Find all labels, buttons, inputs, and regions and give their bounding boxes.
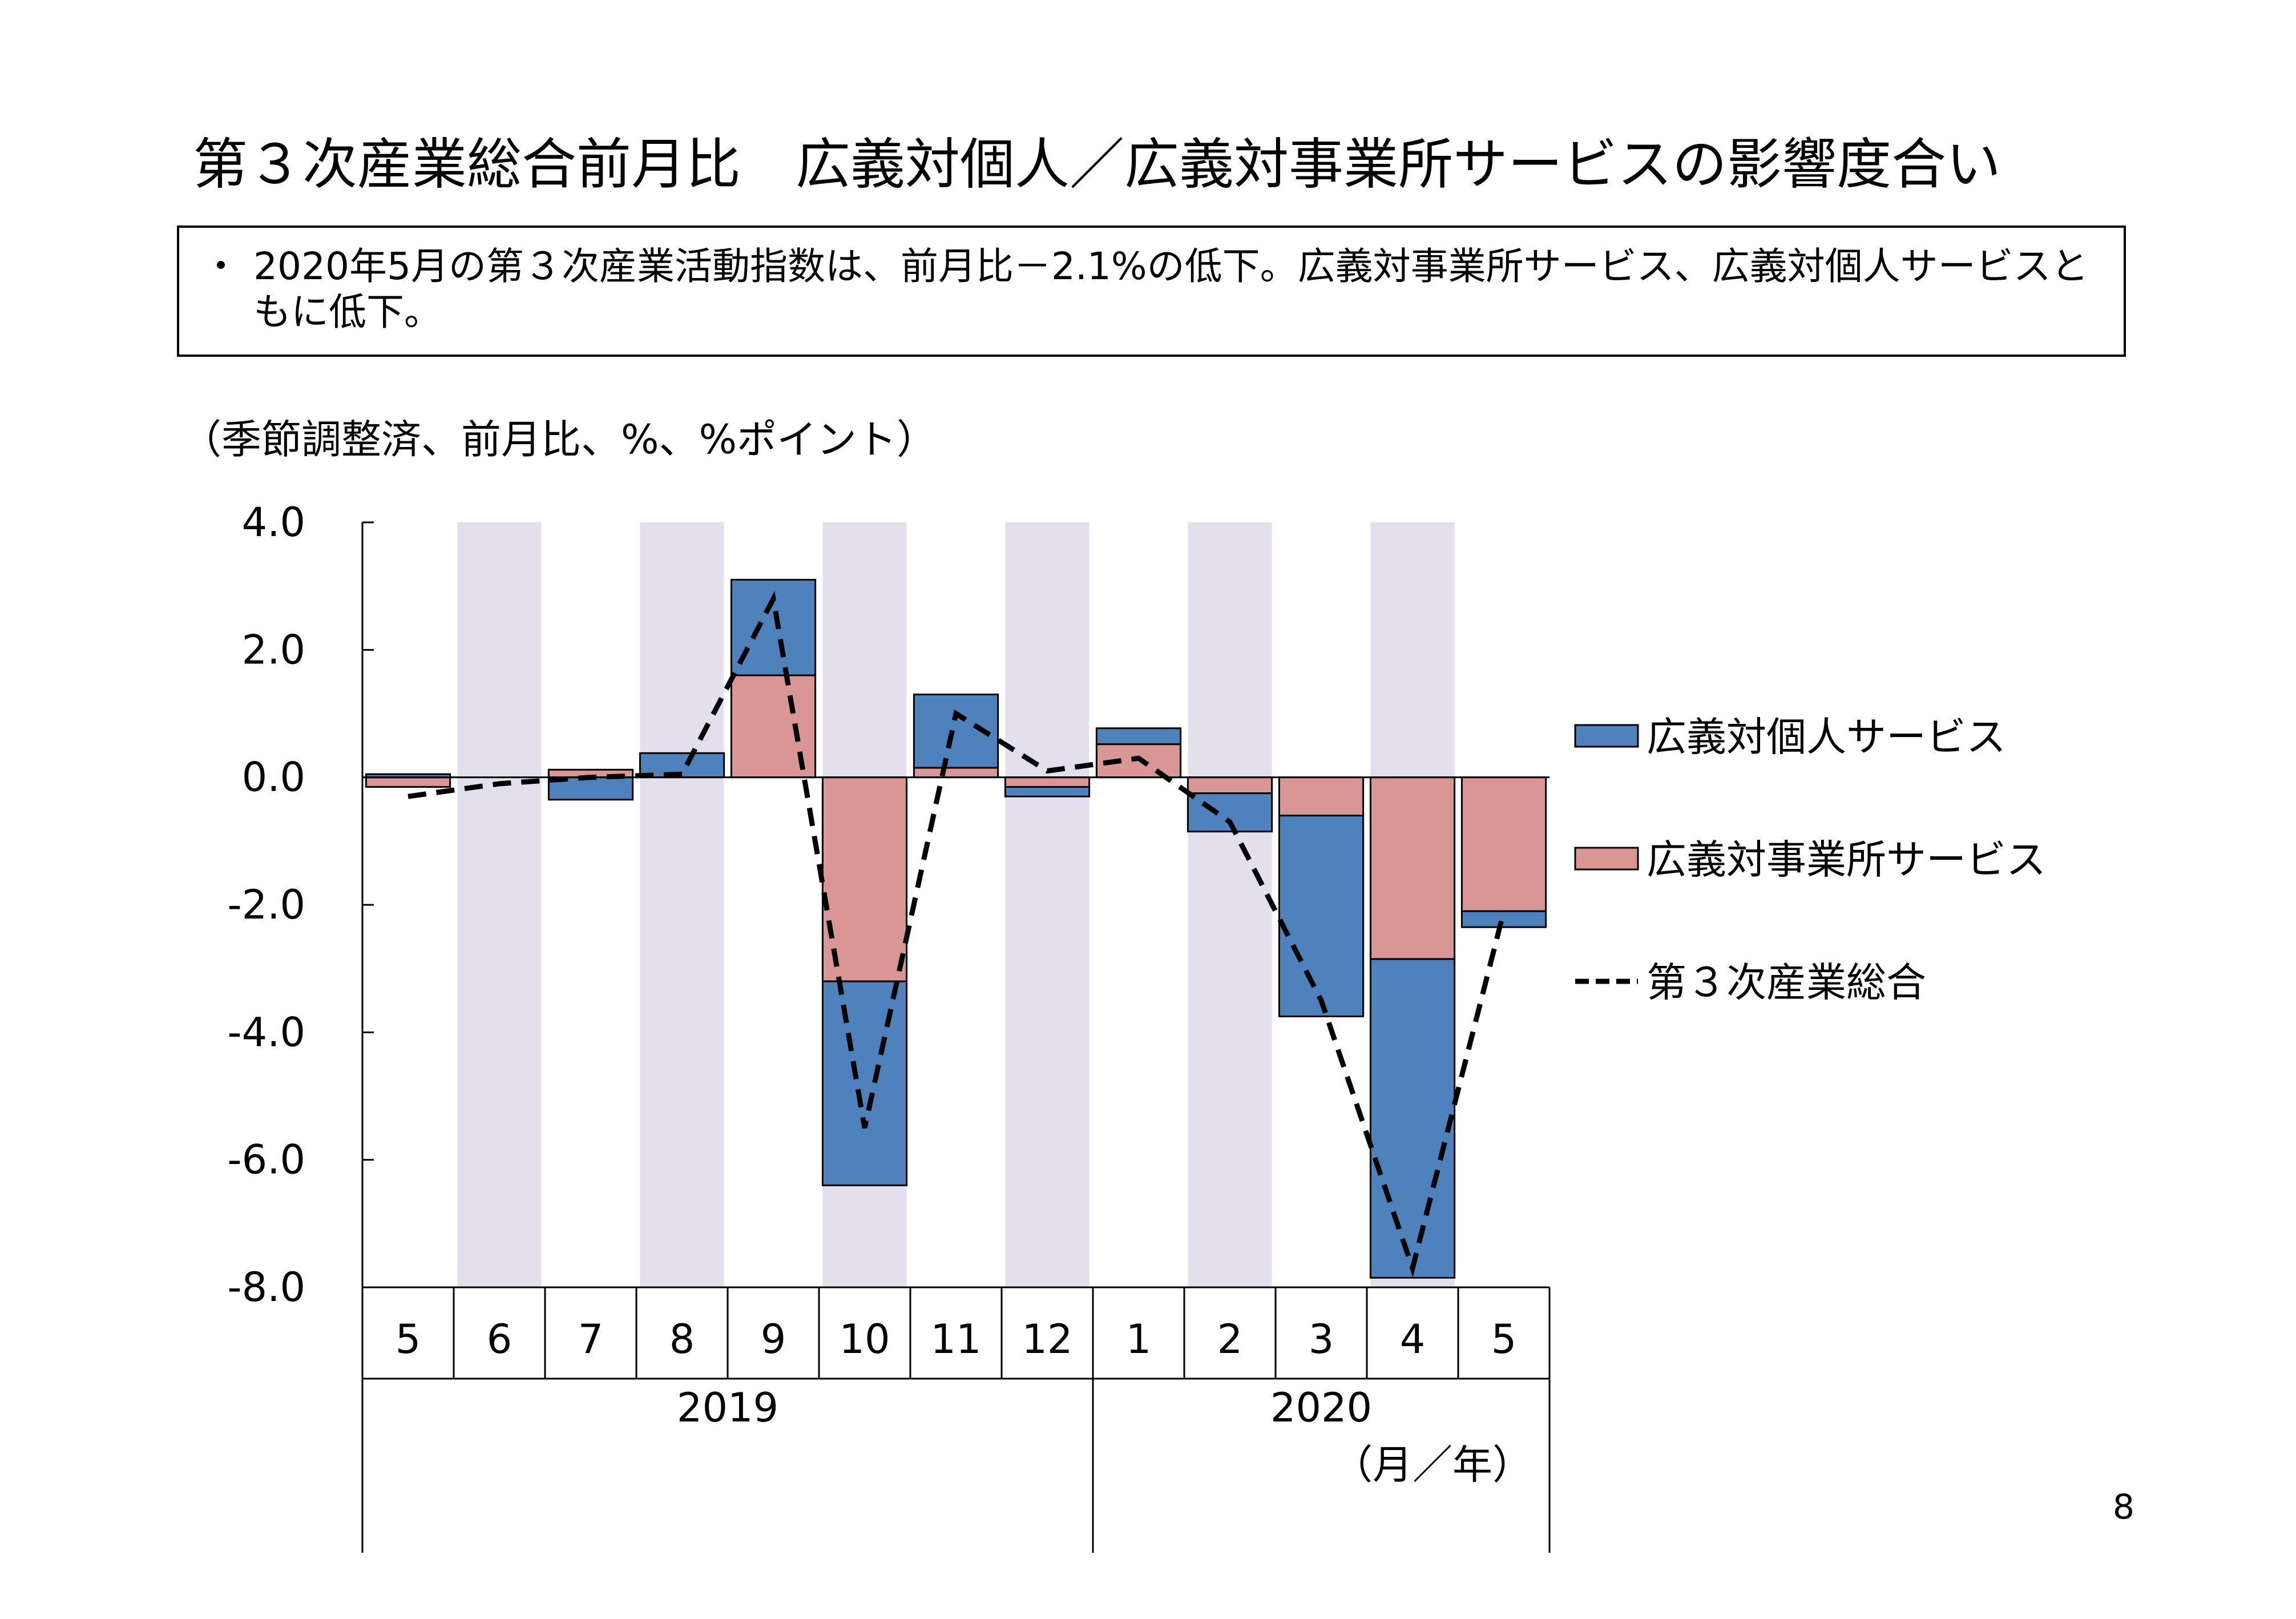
x-tick-label-5: 10 — [839, 1316, 890, 1363]
legend-label-1: 広義対事業所サービス — [1647, 836, 2046, 883]
x-tick-label-0: 5 — [396, 1316, 421, 1363]
x-tick-label-6: 11 — [930, 1316, 981, 1363]
x-tick-label-10: 3 — [1309, 1316, 1334, 1363]
y-tick-label-0: 4.0 — [242, 499, 305, 546]
line-total-series — [407, 591, 1507, 1278]
bar-business-11 — [1369, 776, 1456, 960]
bar-personal-8 — [1095, 727, 1182, 746]
summary-bullet: ・ — [202, 244, 240, 288]
y-tick-label-5: -6.0 — [227, 1137, 305, 1183]
x-tick-label-12: 5 — [1491, 1316, 1517, 1363]
bar-business-9 — [1187, 776, 1273, 795]
x-tick-label-11: 4 — [1400, 1316, 1426, 1363]
page-number: 8 — [2112, 1487, 2134, 1527]
x-tick-label-1: 6 — [487, 1316, 513, 1363]
x-tick-label-9: 2 — [1217, 1316, 1243, 1363]
shade-band-1 — [457, 522, 542, 1287]
summary-box: ・ 2020年5月の第３次産業活動指数は、前月比－2.1%の低下。広義対事業所サ… — [177, 225, 2126, 357]
year-label-2019: 2019 — [677, 1384, 778, 1431]
shade-band-3 — [640, 522, 724, 1287]
y-tick-label-1: 2.0 — [242, 626, 305, 673]
legend-swatch-0 — [1574, 724, 1639, 748]
year-label-2020: 2020 — [1270, 1384, 1372, 1431]
y-tick-label-6: -8.0 — [227, 1264, 305, 1311]
legend-label-0: 広義対個人サービス — [1647, 714, 2006, 760]
x-tick-label-8: 1 — [1126, 1316, 1152, 1363]
bar-business-7 — [1004, 776, 1091, 788]
bar-business-12 — [1460, 776, 1547, 912]
summary-text: 2020年5月の第３次産業活動指数は、前月比－2.1%の低下。広義対事業所サービ… — [253, 244, 2089, 334]
bar-personal-5 — [821, 980, 908, 1186]
x-tick-label-4: 9 — [761, 1316, 786, 1363]
bar-personal-3 — [639, 752, 725, 779]
bar-personal-10 — [1278, 815, 1365, 1017]
y-tick-label-3: -2.0 — [227, 881, 305, 928]
bar-personal-12 — [1460, 910, 1547, 928]
shade-band-7 — [1005, 522, 1090, 1287]
x-axis-unit: （月／年） — [1333, 1441, 1532, 1488]
bar-business-5 — [821, 776, 908, 982]
x-tick-label-3: 8 — [669, 1316, 695, 1363]
bar-business-6 — [913, 767, 999, 779]
legend-label-2: 第３次産業総合 — [1647, 959, 1926, 1006]
bar-personal-7 — [1004, 786, 1091, 798]
bar-personal-11 — [1369, 958, 1456, 1279]
page-title: 第３次産業総合前月比 広義対個人／広義対事業所サービスの影響度合い — [193, 132, 2001, 196]
legend-swatch-1 — [1574, 847, 1639, 871]
x-tick-label-7: 12 — [1022, 1316, 1072, 1363]
unit-label: （季節調整済、前月比、%、%ポイント） — [181, 416, 937, 463]
x-tick-label-2: 7 — [578, 1316, 604, 1363]
y-tick-label-4: -4.0 — [227, 1009, 305, 1056]
bar-business-0 — [365, 776, 451, 788]
shade-band-9 — [1188, 522, 1272, 1287]
bar-business-10 — [1278, 776, 1365, 817]
y-tick-label-2: 0.0 — [242, 754, 305, 801]
